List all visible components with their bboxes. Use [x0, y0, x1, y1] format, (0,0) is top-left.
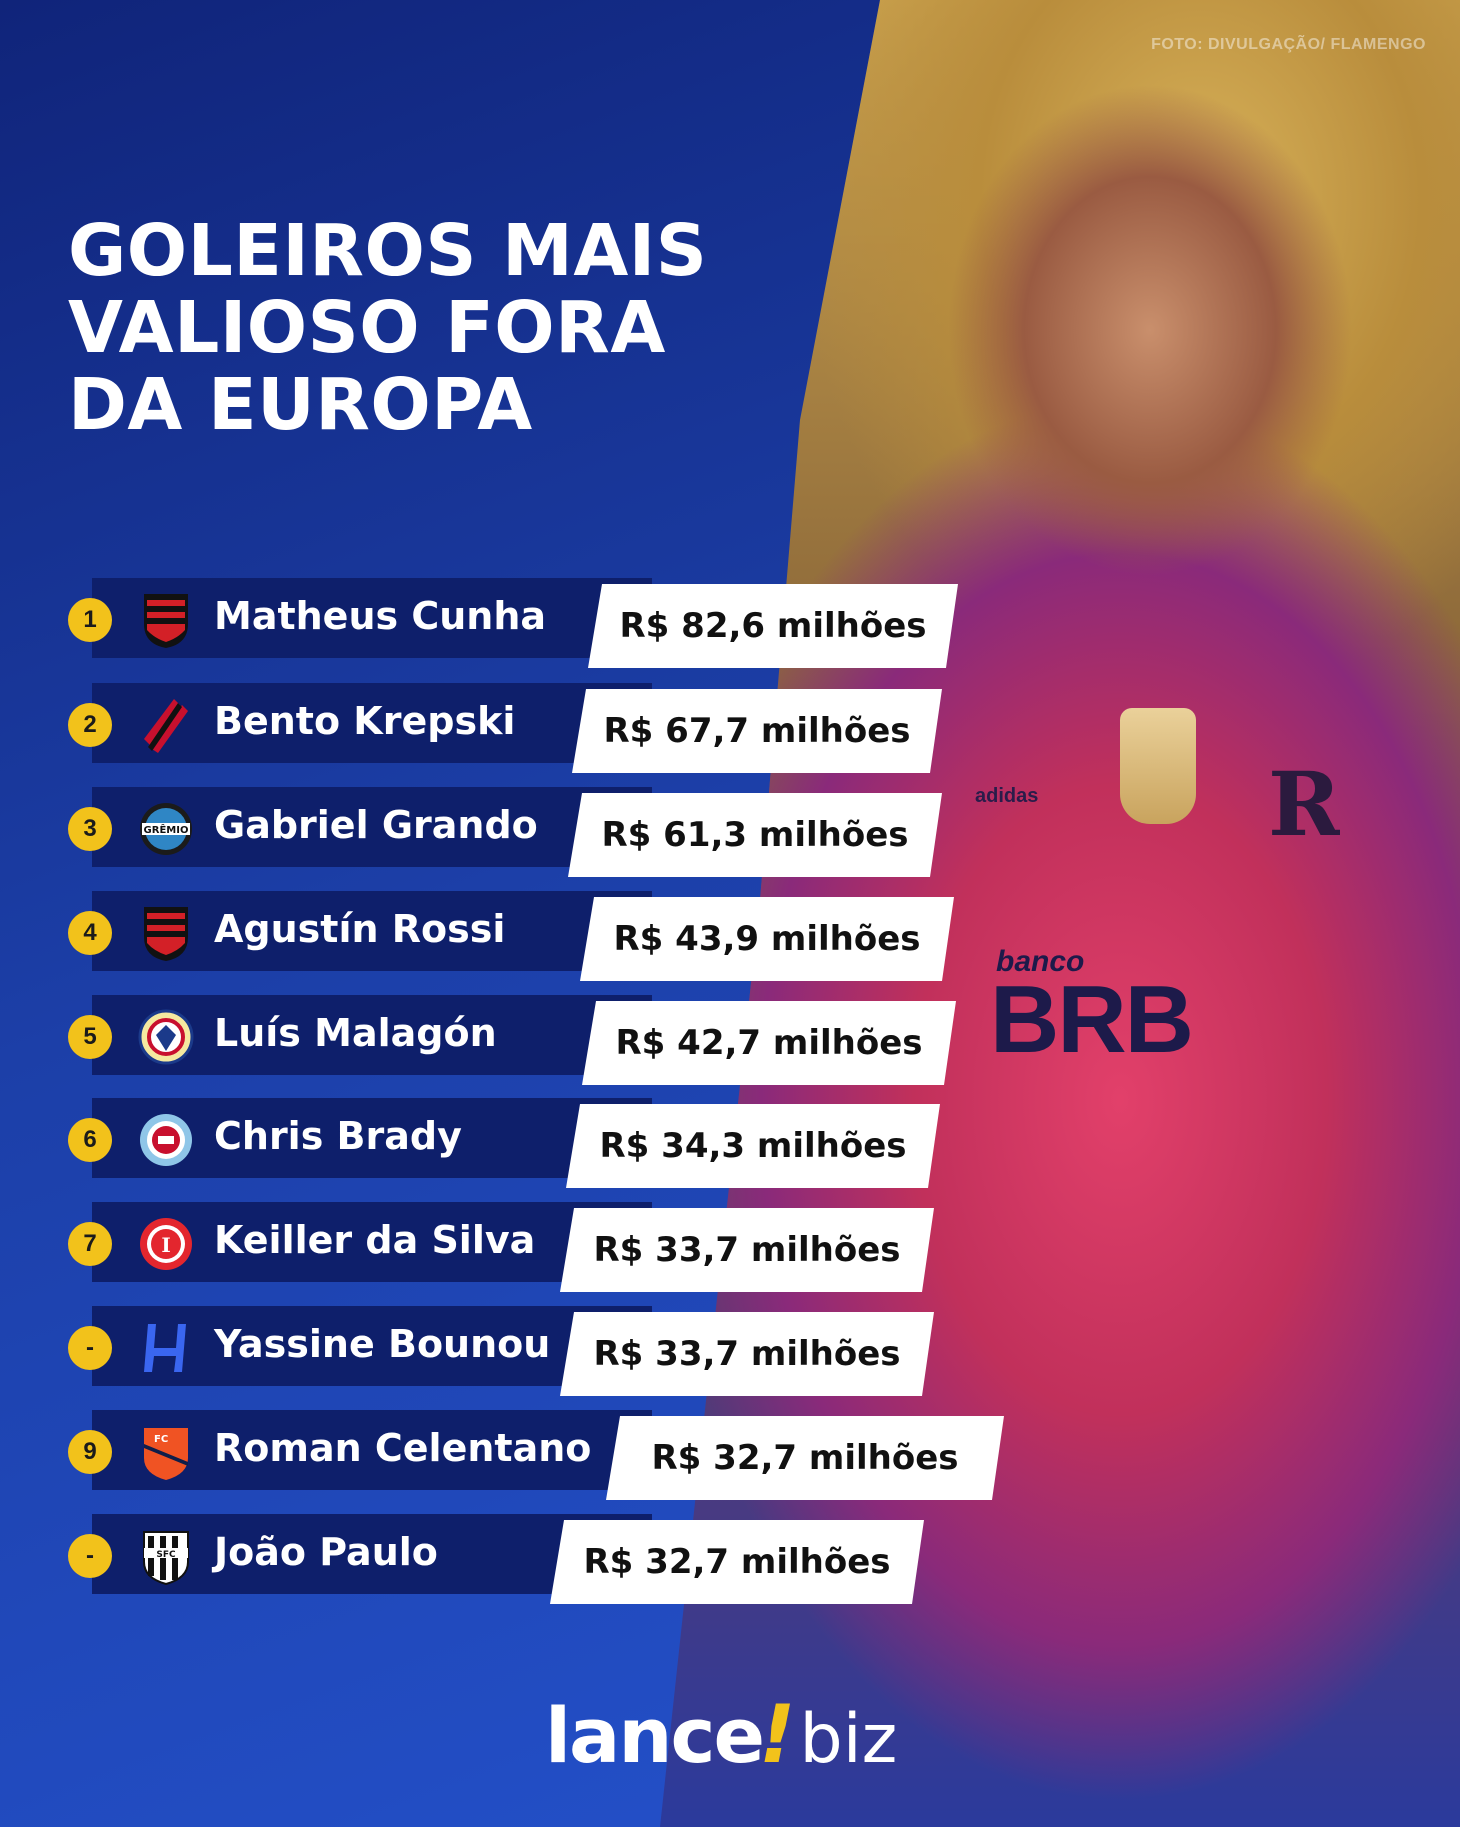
america-crest-icon: [138, 1009, 194, 1065]
ranking-row: 9 FC Roman Celentano R$ 32,7 milhões: [0, 1410, 1000, 1490]
svg-text:FC: FC: [154, 1434, 168, 1445]
rank-badge: 1: [68, 598, 112, 642]
flamengo-crest-icon: [144, 594, 188, 648]
ranking-row: - SFC João Paulo R$ 32,7 milhões: [0, 1514, 1000, 1594]
market-value: R$ 43,9 milhões: [580, 897, 954, 981]
rank-badge: 2: [68, 703, 112, 747]
svg-text:R: R: [1268, 757, 1340, 852]
sponsor-small-text: banco: [996, 945, 1085, 978]
brand-mark: !: [759, 1688, 796, 1781]
market-value: R$ 32,7 milhões: [606, 1416, 1004, 1500]
ranking-row: 4 Agustín Rossi R$ 43,9 milhões: [0, 891, 1000, 971]
player-name: Chris Brady: [214, 1114, 462, 1158]
market-value: R$ 82,6 milhões: [588, 584, 958, 668]
market-value: R$ 67,7 milhões: [572, 689, 942, 773]
player-name: Gabriel Grando: [214, 803, 538, 847]
cincinnati-crest-icon: FC: [144, 1428, 188, 1480]
sponsor-big-text: BRB: [990, 966, 1194, 1073]
player-name: João Paulo: [214, 1530, 438, 1574]
rank-badge: 7: [68, 1222, 112, 1266]
brand-logo: lance!biz: [545, 1688, 897, 1781]
rank-badge: -: [68, 1534, 112, 1578]
brand-suffix: biz: [799, 1700, 898, 1779]
chicago-fire-crest-icon: [140, 1114, 192, 1166]
kit-brand-text: adidas: [975, 785, 1039, 807]
market-value: R$ 33,7 milhões: [560, 1208, 934, 1292]
ranking-row: 2 Bento Krepski R$ 67,7 milhões: [0, 683, 1000, 763]
ranking-row: - Yassine Bounou R$ 33,7 milhões: [0, 1306, 1000, 1386]
rank-badge: 9: [68, 1430, 112, 1474]
ranking-row: 7 I Keiller da Silva R$ 33,7 milhões: [0, 1202, 1000, 1282]
row-bar: [92, 683, 652, 763]
santos-crest-icon: SFC: [143, 1531, 189, 1586]
svg-text:GRÊMIO: GRÊMIO: [144, 823, 189, 836]
player-name: Luís Malagón: [214, 1011, 497, 1055]
al-hilal-crest-icon: [144, 1324, 186, 1372]
svg-text:SFC: SFC: [156, 1550, 176, 1560]
gremio-crest-icon: GRÊMIO: [140, 803, 192, 855]
flamengo-shirt-crest-icon: R: [1268, 757, 1340, 852]
player-name: Roman Celentano: [214, 1426, 592, 1470]
player-name: Yassine Bounou: [214, 1322, 551, 1366]
svg-text:I: I: [161, 1233, 170, 1257]
ranking-row: 5 Luís Malagón R$ 42,7 milhões: [0, 995, 1000, 1075]
brand-main: lance: [545, 1691, 765, 1780]
title-line-3: DA EUROPA: [68, 363, 533, 446]
ranking-row: 3 GRÊMIO Gabriel Grando R$ 61,3 milhões: [0, 787, 1000, 867]
title-line-1: GOLEIROS MAIS: [68, 209, 708, 292]
rank-badge: 6: [68, 1118, 112, 1162]
player-name: Matheus Cunha: [214, 594, 547, 638]
flamengo-crest-icon: [144, 907, 188, 961]
market-value: R$ 61,3 milhões: [568, 793, 942, 877]
ranking-row: 1 Matheus Cunha R$ 82,6 milhões: [0, 578, 1000, 658]
ranking-row: 6 Chris Brady R$ 34,3 milhões: [0, 1098, 1000, 1178]
rank-badge: 4: [68, 911, 112, 955]
champion-badge: [1120, 708, 1196, 824]
rank-badge: -: [68, 1326, 112, 1370]
market-value: R$ 34,3 milhões: [566, 1104, 940, 1188]
player-name: Agustín Rossi: [214, 907, 506, 951]
rank-badge: 5: [68, 1015, 112, 1059]
market-value: R$ 32,7 milhões: [550, 1520, 924, 1604]
shirt-sponsor: banco BRB: [990, 945, 1194, 1075]
row-bar: [92, 1306, 652, 1386]
player-name: Bento Krepski: [214, 699, 516, 743]
internacional-crest-icon: I: [140, 1218, 192, 1270]
athletico-crest-icon: [144, 699, 188, 753]
market-value: R$ 33,7 milhões: [560, 1312, 934, 1396]
photo-credit: FOTO: DIVULGAÇÃO/ FLAMENGO: [1151, 36, 1426, 53]
player-name: Keiller da Silva: [214, 1218, 536, 1262]
market-value: R$ 42,7 milhões: [582, 1001, 956, 1085]
title-line-2: VALIOSO FORA: [68, 286, 666, 369]
page-title: GOLEIROS MAIS VALIOSO FORA DA EUROPA: [68, 212, 788, 443]
rank-badge: 3: [68, 807, 112, 851]
